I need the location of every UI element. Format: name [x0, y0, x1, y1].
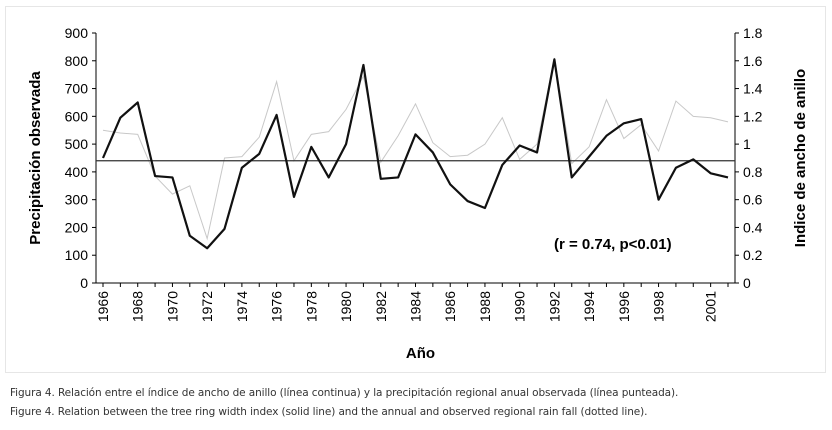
x-tick-label: 1990 [512, 291, 528, 322]
x-tick-label: 1976 [269, 291, 285, 322]
correlation-annotation: (r = 0.74, p<0.01) [554, 236, 672, 253]
caption-english: Figure 4. Relation between the tree ring… [10, 406, 648, 418]
y-left-tick-label: 800 [65, 53, 89, 69]
y-right-axis-title: Indice de ancho de anillo [792, 69, 809, 247]
x-tick-label: 1998 [651, 291, 667, 322]
y-right-tick-label: 1.6 [743, 53, 763, 69]
x-tick-label: 2001 [703, 291, 719, 322]
y-right-tick-label: 0.6 [743, 192, 763, 208]
x-axis-title: Año [406, 345, 435, 362]
x-tick-label: 1988 [477, 291, 493, 322]
x-tick-label: 1974 [234, 291, 250, 322]
rainfall-series-line [102, 57, 729, 241]
x-tick-label: 1978 [303, 291, 319, 322]
x-tick-label: 1984 [408, 291, 424, 322]
x-tick-label: 1986 [442, 291, 458, 322]
x-tick-label: 1980 [338, 291, 354, 322]
y-left-tick-label: 400 [65, 164, 89, 180]
y-right-tick-label: 0.8 [743, 164, 763, 180]
y-left-tick-label: 100 [65, 247, 89, 263]
y-left-tick-label: 900 [65, 25, 89, 41]
y-right-tick-label: 1.8 [743, 25, 763, 41]
y-right-tick-label: 1.4 [743, 81, 763, 97]
x-tick-label: 1966 [95, 291, 111, 322]
x-tick-label: 1992 [546, 291, 562, 322]
x-tick-label: 1982 [373, 291, 389, 322]
y-left-tick-label: 700 [65, 81, 89, 97]
y-right-tick-label: 0 [743, 275, 751, 291]
rainfall-ring-width-chart: 0 100 200 300 400 500 600 700 800 900 0 0.2 0.4 0.6 0.… [27, 25, 809, 362]
y-left-axis-title: Precipitación observada [27, 71, 44, 245]
y-left-tick-label: 0 [80, 275, 88, 291]
x-tick-label: 1968 [130, 291, 146, 322]
x-tick-label: 1996 [616, 291, 632, 322]
caption-spanish: Figura 4. Relación entre el índice de an… [10, 387, 679, 399]
y-right-tick-label: 1 [743, 136, 751, 152]
chart-frame: 0 100 200 300 400 500 600 700 800 900 0 0.2 0.4 0.6 0.… [5, 6, 826, 373]
x-tick-label: 1972 [199, 291, 215, 322]
x-tick-label: 1994 [581, 291, 597, 322]
y-right-tick-label: 0.2 [743, 247, 763, 263]
y-left-tick-label: 200 [65, 219, 89, 235]
y-right-tick-label: 1.2 [743, 108, 763, 124]
y-left-tick-label: 300 [65, 192, 89, 208]
y-left-tick-label: 500 [65, 136, 89, 152]
x-tick-label: 1970 [164, 291, 180, 322]
y-right-tick-label: 0.4 [743, 219, 763, 235]
ring-width-series-line [101, 58, 729, 250]
y-left-tick-label: 600 [65, 108, 89, 124]
